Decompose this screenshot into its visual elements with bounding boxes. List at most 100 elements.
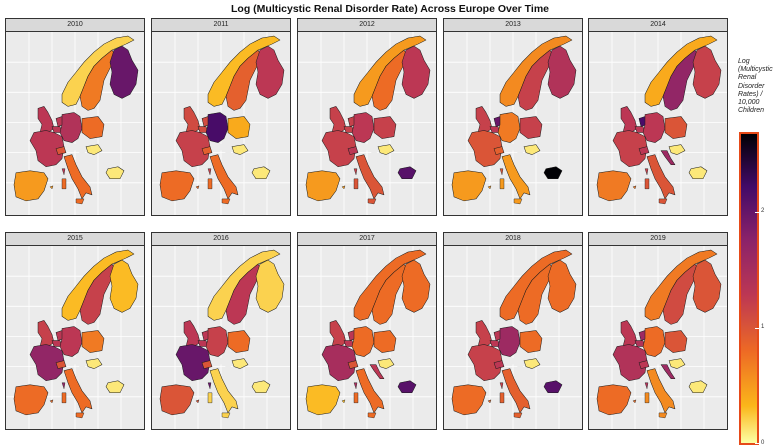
country-italy	[501, 368, 531, 414]
country-france	[29, 344, 65, 381]
country-hungary	[523, 144, 541, 155]
map-plot-area	[588, 32, 728, 216]
island-mallorca	[49, 399, 54, 404]
facet-panel-2018: 2018	[443, 232, 583, 430]
country-sweden	[371, 263, 409, 325]
country-germany	[351, 326, 375, 357]
europe-map	[444, 32, 582, 215]
country-sweden	[79, 263, 117, 325]
country-poland	[373, 116, 397, 139]
country-germany	[642, 112, 666, 143]
island-sardinia	[353, 392, 359, 404]
country-hungary	[668, 144, 686, 155]
country-spain	[451, 384, 487, 416]
country-italy	[501, 154, 531, 200]
country-switzerland	[55, 360, 67, 369]
country-finland	[255, 259, 285, 313]
country-uk	[37, 106, 55, 133]
country-austria	[508, 356, 524, 365]
country-italy	[63, 154, 93, 200]
country-croatia	[224, 150, 238, 165]
country-sweden	[517, 263, 555, 325]
europe-map	[444, 246, 582, 429]
country-switzerland	[493, 146, 505, 155]
country-sweden	[662, 49, 700, 111]
country-france	[321, 130, 357, 167]
country-uk	[329, 320, 347, 347]
facet-panel-2010: 2010	[5, 18, 145, 216]
country-finland	[109, 45, 139, 99]
map-plot-area	[5, 32, 145, 216]
island-corsica	[353, 168, 358, 175]
country-switzerland	[201, 360, 213, 369]
island-corsica	[207, 382, 212, 389]
country-france	[175, 130, 211, 167]
country-italy	[209, 368, 239, 414]
island-corsica	[207, 168, 212, 175]
island-sicily	[658, 412, 668, 419]
country-hungary	[85, 144, 103, 155]
map-plot-area	[443, 32, 583, 216]
island-sicily	[75, 198, 85, 205]
country-spain	[13, 170, 49, 202]
island-corsica	[499, 168, 504, 175]
island-sicily	[658, 198, 668, 205]
country-poland	[664, 116, 688, 139]
island-sardinia	[207, 392, 213, 404]
country-spain	[596, 170, 632, 202]
country-switzerland	[347, 360, 359, 369]
island-sicily	[221, 198, 231, 205]
country-germany	[497, 326, 521, 357]
legend-tick-label: 1	[761, 324, 765, 330]
island-sardinia	[61, 178, 67, 190]
island-mallorca	[341, 399, 346, 404]
map-plot-area	[151, 246, 291, 430]
island-sicily	[367, 412, 377, 419]
legend-tick-mark	[755, 212, 759, 213]
country-bulgaria	[688, 380, 708, 394]
country-france	[612, 130, 648, 167]
facet-strip-label: 2015	[5, 232, 145, 246]
country-poland	[519, 330, 543, 353]
island-sardinia	[61, 392, 67, 404]
island-mallorca	[49, 185, 54, 190]
island-sardinia	[499, 392, 505, 404]
country-italy	[209, 154, 239, 200]
facet-strip-label: 2017	[297, 232, 437, 246]
country-austria	[70, 142, 86, 151]
country-bulgaria	[105, 166, 125, 180]
country-poland	[519, 116, 543, 139]
facet-panel-2012: 2012	[297, 18, 437, 216]
island-corsica	[644, 168, 649, 175]
country-poland	[664, 330, 688, 353]
country-spain	[159, 384, 195, 416]
country-finland	[547, 259, 577, 313]
country-switzerland	[347, 146, 359, 155]
country-finland	[109, 259, 139, 313]
country-italy	[355, 154, 385, 200]
country-croatia	[370, 150, 384, 165]
country-germany	[642, 326, 666, 357]
country-bulgaria	[688, 166, 708, 180]
europe-map	[152, 246, 290, 429]
island-sicily	[513, 412, 523, 419]
country-switzerland	[55, 146, 67, 155]
country-spain	[451, 170, 487, 202]
country-bulgaria	[397, 166, 417, 180]
country-finland	[547, 45, 577, 99]
country-italy	[355, 368, 385, 414]
legend-tick-mark	[755, 328, 759, 329]
legend-tick-label: 2	[761, 208, 765, 214]
facet-panel-2016: 2016	[151, 232, 291, 430]
country-france	[467, 344, 503, 381]
country-france	[175, 344, 211, 381]
island-corsica	[61, 168, 66, 175]
country-germany	[497, 112, 521, 143]
facet-panel-2017: 2017	[297, 232, 437, 430]
island-mallorca	[487, 399, 492, 404]
europe-map	[589, 32, 727, 215]
facet-panel-2019: 2019	[588, 232, 728, 430]
country-austria	[362, 356, 378, 365]
facet-strip-label: 2010	[5, 18, 145, 32]
country-sweden	[517, 49, 555, 111]
